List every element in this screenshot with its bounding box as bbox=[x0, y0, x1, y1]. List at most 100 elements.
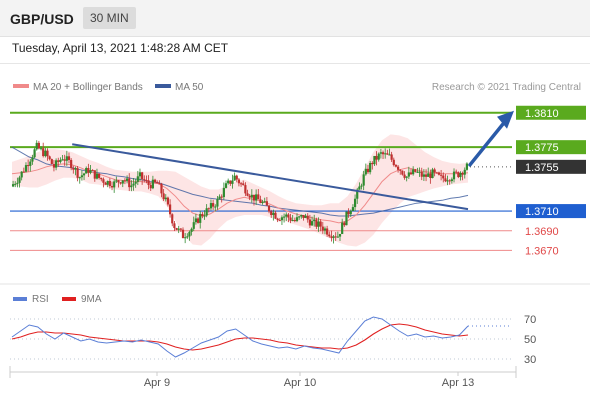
candle-body bbox=[336, 236, 339, 238]
support-level-label: 1.3670 bbox=[525, 245, 559, 257]
rsi-ma-legend-label: 9MA bbox=[81, 294, 102, 305]
candle-body bbox=[24, 165, 28, 172]
candle-body bbox=[156, 182, 159, 184]
candle-body bbox=[255, 194, 258, 201]
candle-body bbox=[153, 179, 157, 183]
candle-body bbox=[345, 211, 348, 226]
candle-body bbox=[186, 236, 189, 238]
candle-body bbox=[227, 180, 230, 184]
candle-body bbox=[160, 183, 163, 194]
candle-body bbox=[44, 150, 47, 157]
candle-body bbox=[362, 174, 365, 186]
candle-body bbox=[100, 177, 103, 180]
candle-body bbox=[263, 201, 266, 203]
candle-body bbox=[317, 221, 320, 227]
candle-body bbox=[360, 185, 363, 187]
candle-body bbox=[205, 208, 208, 216]
candle-body bbox=[274, 212, 277, 219]
candle-body bbox=[177, 228, 180, 230]
candle-body bbox=[252, 194, 256, 201]
candle-body bbox=[349, 211, 352, 215]
candle-body bbox=[409, 172, 413, 175]
candle-body bbox=[384, 153, 387, 155]
candle-body bbox=[341, 222, 344, 234]
candle-body bbox=[125, 178, 129, 181]
rsi-tick-label: 50 bbox=[524, 334, 536, 346]
candle-body bbox=[89, 170, 92, 173]
candle-body bbox=[334, 236, 337, 238]
candle-body bbox=[282, 216, 286, 218]
candle-body bbox=[108, 180, 111, 187]
x-axis-tick-label: Apr 9 bbox=[144, 377, 170, 389]
rsi-tick-label: 30 bbox=[524, 354, 536, 366]
candle-body bbox=[35, 142, 38, 150]
candle-body bbox=[276, 218, 279, 221]
candle-body bbox=[366, 168, 370, 173]
candle-body bbox=[295, 217, 299, 221]
candle-body bbox=[85, 167, 88, 174]
report-datetime: Tuesday, April 13, 2021 1:48:28 AM CET bbox=[12, 41, 229, 55]
candle-body bbox=[293, 220, 296, 222]
candle-body bbox=[173, 223, 176, 229]
bollinger-band bbox=[12, 134, 468, 247]
candle-body bbox=[87, 167, 90, 173]
candle-body bbox=[248, 195, 251, 198]
candle-body bbox=[437, 172, 441, 175]
candle-body bbox=[220, 196, 223, 198]
candle-body bbox=[463, 169, 466, 175]
candle-body bbox=[14, 183, 17, 185]
rsi-legend-swatch bbox=[13, 297, 27, 301]
candle-body bbox=[351, 207, 355, 212]
candle-body bbox=[388, 154, 391, 156]
candle-body bbox=[257, 194, 260, 200]
candle-body bbox=[259, 199, 262, 203]
candle-body bbox=[78, 177, 81, 179]
candle-body bbox=[224, 183, 228, 188]
candle-body bbox=[149, 185, 152, 189]
candle-body bbox=[448, 180, 451, 182]
candle-body bbox=[179, 228, 182, 230]
candle-body bbox=[52, 164, 56, 168]
candle-body bbox=[424, 174, 428, 177]
candle-body bbox=[319, 221, 322, 227]
candle-body bbox=[16, 182, 19, 184]
candle-body bbox=[143, 179, 146, 181]
candle-body bbox=[72, 168, 75, 170]
candle-body bbox=[110, 186, 114, 188]
candle-body bbox=[22, 171, 25, 173]
candle-body bbox=[452, 171, 456, 180]
candle-body bbox=[390, 154, 393, 160]
candle-body bbox=[364, 168, 367, 175]
candle-body bbox=[433, 169, 436, 173]
candle-body bbox=[209, 203, 213, 209]
ma50-legend-swatch bbox=[155, 84, 171, 88]
candle-body bbox=[199, 214, 202, 223]
candle-body bbox=[280, 217, 284, 221]
candle-body bbox=[147, 180, 150, 186]
rsi-ma-line bbox=[11, 323, 469, 351]
candle-body bbox=[31, 157, 34, 162]
candle-body bbox=[82, 173, 86, 176]
candle-body bbox=[407, 172, 410, 177]
candle-body bbox=[392, 159, 395, 166]
candle-body bbox=[218, 196, 221, 200]
candle-body bbox=[216, 199, 219, 207]
candle-body bbox=[61, 159, 64, 161]
timeframe-badge[interactable]: 30 MIN bbox=[83, 7, 136, 29]
candle-body bbox=[422, 174, 426, 177]
candle-body bbox=[164, 197, 167, 200]
trend-line bbox=[72, 143, 469, 211]
candle-body bbox=[442, 175, 445, 179]
ma50-legend-label: MA 50 bbox=[175, 82, 204, 93]
x-axis-tick-label: Apr 10 bbox=[284, 377, 316, 389]
candle-body bbox=[377, 153, 380, 160]
candle-body bbox=[194, 218, 198, 223]
support-level-label: 1.3690 bbox=[525, 226, 559, 238]
candle-body bbox=[450, 179, 453, 182]
candle-body bbox=[212, 203, 215, 207]
candle-body bbox=[39, 148, 43, 150]
candle-body bbox=[347, 211, 350, 215]
candle-body bbox=[343, 222, 346, 226]
candle-body bbox=[50, 159, 53, 165]
candle-body bbox=[412, 169, 415, 175]
